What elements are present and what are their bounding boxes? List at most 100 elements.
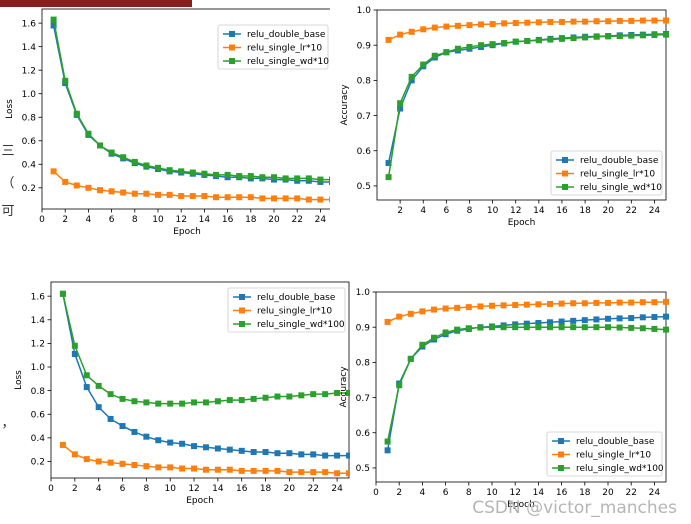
data-point xyxy=(213,194,219,201)
data-point xyxy=(83,372,90,379)
x-axis-label: Epoch xyxy=(508,218,536,228)
data-point xyxy=(639,325,646,332)
data-point xyxy=(547,319,553,326)
data-point xyxy=(120,154,127,161)
legend-box xyxy=(550,150,663,196)
data-point xyxy=(651,325,658,332)
series-line-relu-double-base xyxy=(386,315,667,451)
data-point xyxy=(119,460,126,467)
data-point xyxy=(131,462,138,469)
legend-label: relu_single_wd*10 xyxy=(247,57,329,67)
data-point xyxy=(155,400,162,407)
data-point xyxy=(558,318,565,325)
data-point xyxy=(346,470,350,477)
y-tick-label: 0.8 xyxy=(31,387,46,397)
data-point xyxy=(50,168,57,175)
data-point xyxy=(236,194,243,201)
x-tick-label: 10 xyxy=(152,215,164,225)
data-point xyxy=(305,175,312,182)
x-tick-label: 14 xyxy=(533,206,545,216)
data-point xyxy=(442,329,449,336)
x-tick-label: 18 xyxy=(245,215,257,225)
data-point xyxy=(179,400,186,407)
data-point xyxy=(535,19,542,26)
data-point xyxy=(639,32,646,39)
data-point xyxy=(155,464,162,471)
data-point xyxy=(59,441,66,448)
x-tick-label: 2 xyxy=(397,206,403,216)
legend-swatch-marker xyxy=(558,465,564,471)
data-point xyxy=(71,351,78,358)
data-point xyxy=(179,465,186,472)
x-tick-label: 18 xyxy=(579,206,591,216)
x-axis-label: Epoch xyxy=(186,496,214,506)
data-point xyxy=(317,196,324,203)
data-point xyxy=(477,324,484,331)
loss-chart-bottom: 0 2 4 6 8 10 12 14 16 18 20 22 240.20.40.60.81.01.21… xyxy=(14,281,350,506)
legend-label: relu_double_base xyxy=(580,156,659,166)
series-relu-single-lrx10 xyxy=(384,298,669,325)
data-point xyxy=(489,324,495,331)
data-point xyxy=(547,36,554,43)
y-tick-label: 0.6 xyxy=(357,147,372,157)
data-point xyxy=(259,174,266,181)
x-tick-label: 22 xyxy=(291,215,302,225)
data-point xyxy=(310,391,317,398)
data-point xyxy=(605,315,611,322)
data-point xyxy=(166,191,173,198)
data-point xyxy=(408,28,415,35)
y-tick-label: 0.2 xyxy=(31,458,45,468)
data-point xyxy=(250,395,257,402)
legend: relu_double_base relu_single_lr*10 relu_si… xyxy=(217,24,329,70)
legend-label: relu_single_lr*10 xyxy=(580,170,655,180)
y-tick-label: 0.2 xyxy=(22,184,36,194)
data-point xyxy=(201,193,208,200)
legend: relu_double_base relu_single_lr*10 relu_si… xyxy=(546,431,664,477)
data-point xyxy=(663,298,669,305)
data-point xyxy=(119,423,126,430)
data-point xyxy=(259,195,266,202)
data-point xyxy=(408,77,415,84)
data-point xyxy=(616,17,623,24)
data-point xyxy=(489,41,496,48)
data-point xyxy=(95,382,102,389)
data-point xyxy=(236,173,243,180)
legend-swatch-marker xyxy=(239,321,245,327)
legend: relu_double_base relu_single_lr*10 relu_si… xyxy=(550,150,663,196)
side-glyph-3: 可 xyxy=(1,204,15,219)
data-point xyxy=(191,443,198,450)
data-point xyxy=(214,445,221,452)
data-point xyxy=(384,438,391,445)
legend-swatch-marker xyxy=(562,184,568,190)
legend-swatch-marker xyxy=(229,58,235,64)
x-tick-label: 14 xyxy=(533,488,545,498)
data-point xyxy=(582,18,589,25)
x-tick-label: 22 xyxy=(625,488,636,498)
x-tick-label: 4 xyxy=(96,484,102,494)
data-point xyxy=(119,395,126,402)
data-point xyxy=(385,174,392,181)
data-point xyxy=(294,195,301,202)
legend-label: relu_double_base xyxy=(247,30,326,40)
legend-label: relu_single_lr*10 xyxy=(247,44,322,54)
x-tick-label: 10 xyxy=(486,488,498,498)
data-point xyxy=(397,100,404,107)
y-tick-label: 0.5 xyxy=(356,464,370,474)
data-point xyxy=(294,175,301,182)
data-point xyxy=(334,452,341,459)
data-point xyxy=(329,196,330,203)
data-point xyxy=(250,449,257,456)
legend-label: relu_single_wd*10 xyxy=(580,183,662,193)
data-point xyxy=(512,324,519,331)
legend-swatch-marker xyxy=(562,157,568,163)
x-tick-label: 16 xyxy=(556,488,568,498)
data-point xyxy=(465,325,472,332)
data-point xyxy=(108,149,115,156)
y-axis-label: Loss xyxy=(5,99,15,119)
data-point xyxy=(466,22,473,29)
data-point xyxy=(155,191,161,198)
x-tick-label: 8 xyxy=(466,488,472,498)
plot-frame xyxy=(375,291,667,483)
x-tick-label: 0 xyxy=(48,484,54,494)
data-point xyxy=(454,304,461,311)
